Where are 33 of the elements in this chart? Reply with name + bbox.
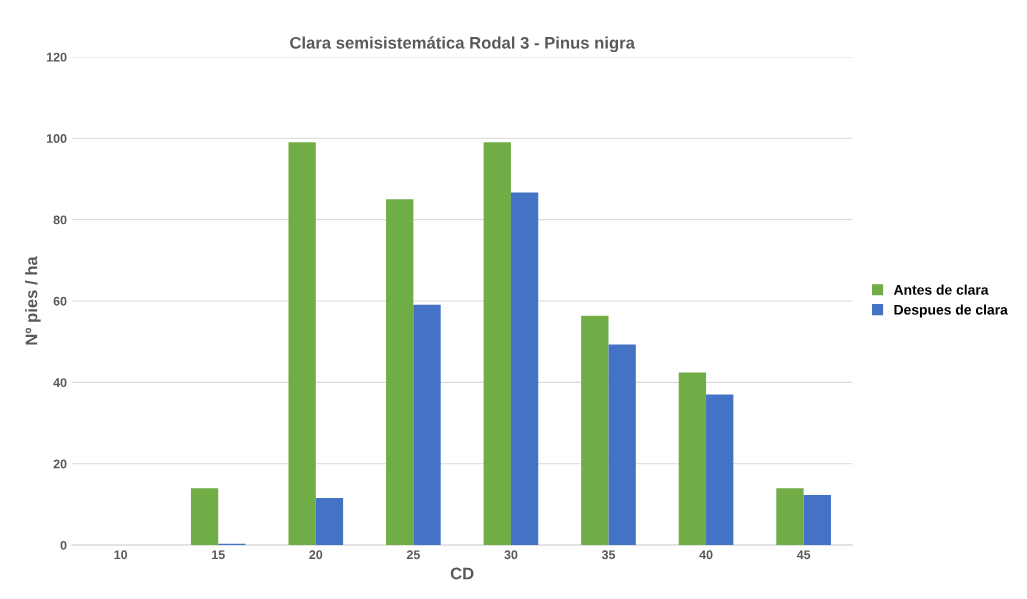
y-tick-label: 120: [46, 52, 67, 62]
bar: [803, 495, 831, 546]
y-tick-label: 20: [53, 459, 67, 469]
legend-label: Despues de clara: [894, 304, 1008, 318]
y-axis-title: Nº pies / ha: [25, 256, 41, 345]
x-tick-label: 15: [212, 550, 225, 560]
y-tick-label: 0: [60, 540, 67, 550]
y-tick-label: 80: [53, 215, 67, 225]
bar: [776, 488, 804, 546]
bar: [608, 344, 636, 546]
bar: [315, 497, 344, 546]
x-axis-title: CD: [450, 567, 474, 580]
y-tick-label: 40: [53, 378, 67, 388]
bar: [386, 199, 414, 546]
x-tick-label: 20: [309, 550, 323, 560]
y-tick-label: 60: [53, 296, 67, 306]
bar: [678, 372, 707, 546]
bar: [581, 315, 609, 546]
x-tick-label: 25: [406, 550, 420, 560]
bar: [510, 192, 539, 546]
x-tick-label: 10: [114, 550, 128, 560]
x-tick-label: 45: [796, 550, 811, 560]
bar: [483, 142, 511, 546]
x-tick-label: 40: [699, 550, 713, 560]
y-tick-label: 100: [46, 134, 67, 143]
chart-title: Clara semisistemática Rodal 3 - Pinus nigra: [290, 36, 636, 53]
bar: [706, 394, 734, 546]
x-tick-label: 30: [504, 550, 518, 560]
legend-label: Antes de clara: [893, 284, 989, 295]
bar: [413, 304, 441, 546]
bar: [190, 488, 219, 546]
x-tick-label: 35: [601, 550, 616, 560]
bar: [288, 142, 316, 546]
